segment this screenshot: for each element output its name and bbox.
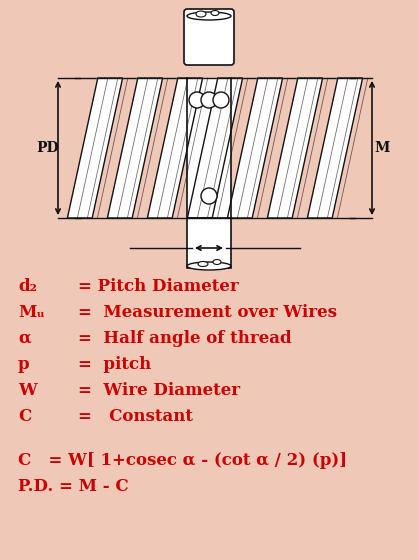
Circle shape: [189, 92, 205, 108]
Circle shape: [201, 92, 217, 108]
Text: Mᵤ: Mᵤ: [18, 304, 45, 321]
Polygon shape: [148, 78, 203, 218]
Circle shape: [201, 188, 217, 204]
Text: PD: PD: [37, 141, 59, 155]
Text: =  Measurement over Wires: = Measurement over Wires: [78, 304, 337, 321]
Text: C: C: [18, 408, 31, 425]
Ellipse shape: [196, 11, 206, 17]
Text: = Pitch Diameter: = Pitch Diameter: [78, 278, 239, 295]
FancyBboxPatch shape: [184, 9, 234, 65]
Polygon shape: [67, 78, 122, 218]
Polygon shape: [307, 78, 362, 218]
Text: W: W: [18, 382, 37, 399]
Ellipse shape: [187, 262, 231, 270]
Bar: [187, 218, 231, 268]
Ellipse shape: [211, 11, 219, 16]
Text: p: p: [18, 356, 30, 373]
Text: =  Wire Diameter: = Wire Diameter: [78, 382, 240, 399]
Text: α: α: [18, 330, 31, 347]
Text: W: W: [202, 227, 216, 240]
Text: C   = W[ 1+cosec α - (cot α / 2) (p)]: C = W[ 1+cosec α - (cot α / 2) (p)]: [18, 452, 347, 469]
Text: P.D. = M - C: P.D. = M - C: [18, 478, 129, 495]
Polygon shape: [227, 78, 283, 218]
Bar: [187, 78, 231, 218]
Ellipse shape: [198, 262, 208, 267]
Circle shape: [213, 92, 229, 108]
Text: d₂: d₂: [18, 278, 37, 295]
Text: =  Half angle of thread: = Half angle of thread: [78, 330, 292, 347]
Text: =   Constant: = Constant: [78, 408, 193, 425]
Ellipse shape: [213, 259, 221, 264]
Polygon shape: [107, 78, 163, 218]
Text: =  pitch: = pitch: [78, 356, 151, 373]
Ellipse shape: [187, 12, 231, 20]
Text: M: M: [374, 141, 390, 155]
Polygon shape: [187, 78, 242, 218]
Polygon shape: [268, 78, 323, 218]
